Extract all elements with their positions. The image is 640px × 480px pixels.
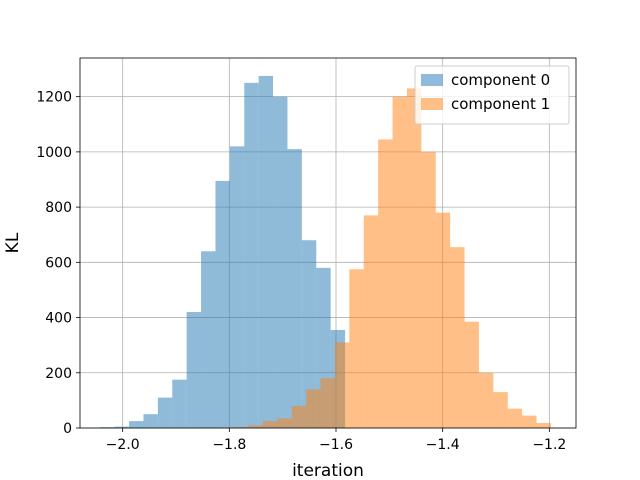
bar-component-1-bin-19 (507, 408, 523, 428)
y-tick-label-4: 800 (45, 200, 72, 216)
bar-component-0-bin-0 (100, 427, 115, 428)
x-tick-label-1: −1.8 (212, 437, 246, 453)
x-tick-label-0: −2.0 (106, 437, 140, 453)
y-tick-label-2: 400 (45, 311, 72, 327)
bar-component-1-bin-21 (536, 423, 551, 428)
bar-component-0-bin-5 (172, 379, 187, 428)
legend-swatch-component-1 (421, 98, 443, 110)
bar-component-0-bin-2 (129, 421, 144, 428)
bar-component-1-bin-5 (306, 389, 321, 428)
x-tick-label-4: −1.2 (532, 437, 566, 453)
y-tick-label-5: 1000 (36, 145, 72, 161)
bar-component-1-bin-4 (291, 405, 307, 428)
bar-component-1-bin-1 (248, 425, 263, 428)
legend-swatch-component-0 (421, 74, 443, 86)
bar-component-0-bin-9 (229, 146, 245, 428)
bar-component-1-bin-10 (378, 139, 393, 428)
x-tick-label-2: −1.6 (319, 437, 353, 453)
bar-component-1-bin-13 (421, 151, 436, 428)
y-tick-label-3: 600 (45, 255, 72, 271)
plot-frame (79, 57, 577, 429)
bar-component-1-bin-11 (392, 96, 407, 429)
legend-box (414, 65, 570, 125)
legend-label-component-0: component 0 (451, 71, 550, 89)
bar-component-0-bin-3 (143, 414, 158, 428)
bar-component-1-bin-14 (435, 212, 451, 428)
bar-component-1-bin-6 (320, 378, 335, 428)
bar-component-1-bin-12 (406, 88, 422, 428)
bar-component-0-bin-10 (244, 82, 259, 429)
legend: component 0 component 1 (414, 65, 570, 125)
bar-component-0-bin-8 (215, 180, 230, 428)
bar-component-0-bin-11 (258, 75, 274, 429)
bar-component-1-bin-0 (234, 427, 249, 428)
y-tick-label-0: 0 (63, 421, 72, 437)
y-tick-label-1: 200 (45, 366, 72, 382)
bar-component-0-bin-6 (186, 312, 202, 428)
bar-component-1-bin-15 (450, 247, 465, 428)
bar-component-0-bin-7 (201, 251, 216, 428)
bar-component-0-bin-13 (287, 149, 302, 429)
bar-component-1-bin-2 (262, 421, 278, 428)
axis-ticks: −2.0 −1.8 −1.6 −1.4 −1.2 0 200 400 600 800 1000 120… (36, 90, 566, 453)
bar-component-1-bin-9 (363, 215, 379, 428)
bar-component-0-bin-1 (114, 426, 130, 428)
bar-component-1-bin-7 (334, 342, 350, 428)
bar-component-0-bin-12 (273, 96, 288, 429)
bar-component-0-bin-14 (301, 240, 317, 428)
bar-component-1-bin-18 (493, 392, 508, 428)
bar-component-0-bin-4 (157, 397, 173, 428)
y-tick-label-6: 1200 (36, 90, 72, 106)
legend-label-component-1: component 1 (451, 95, 550, 113)
histogram-bars (100, 75, 551, 429)
bar-component-1-bin-3 (277, 418, 292, 428)
x-tick-label-3: −1.4 (426, 437, 460, 453)
bar-component-1-bin-16 (464, 321, 479, 428)
bar-component-1-bin-17 (478, 372, 494, 428)
y-axis-label: KL (3, 232, 23, 253)
series-component-1 (234, 88, 551, 429)
bar-component-1-bin-8 (349, 269, 364, 428)
x-axis-label: iteration (292, 461, 364, 480)
bar-component-1-bin-20 (522, 415, 537, 428)
